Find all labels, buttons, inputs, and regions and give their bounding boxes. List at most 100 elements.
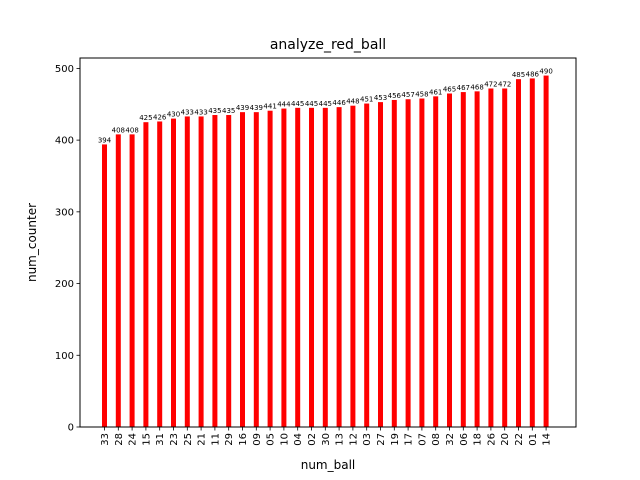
data-label-19: 456 [388, 92, 402, 100]
data-label-18: 468 [470, 83, 483, 91]
bar-23 [171, 118, 176, 427]
x-tick-label-01: 01 [528, 433, 539, 446]
x-tick-label-33: 33 [100, 433, 111, 446]
x-tick-label-13: 13 [335, 433, 346, 446]
bar-22 [516, 79, 521, 427]
data-label-08: 461 [429, 88, 442, 96]
bar-15 [143, 122, 149, 427]
y-tick-label-400: 400 [55, 136, 74, 147]
y-tick-label-200: 200 [55, 279, 74, 290]
x-tick-label-15: 15 [141, 433, 152, 446]
x-tick-label-05: 05 [266, 433, 277, 446]
data-label-17: 457 [401, 91, 414, 99]
data-label-11: 435 [208, 107, 221, 115]
x-tick-label-18: 18 [473, 433, 484, 446]
x-tick-label-21: 21 [197, 433, 208, 446]
x-tick-label-04: 04 [293, 433, 304, 446]
x-tick-label-17: 17 [404, 433, 415, 446]
bar-08 [433, 96, 439, 428]
bar-12 [350, 105, 356, 427]
x-tick-label-02: 02 [307, 433, 318, 446]
y-tick-label-100: 100 [55, 351, 74, 362]
bar-17 [405, 99, 411, 428]
bar-11 [212, 115, 218, 428]
data-label-07: 458 [415, 91, 428, 99]
data-label-25: 433 [181, 108, 194, 116]
y-tick-label-300: 300 [55, 207, 74, 218]
data-label-15: 425 [139, 114, 152, 122]
bar-16 [240, 112, 245, 428]
x-tick-label-03: 03 [362, 433, 373, 446]
y-axis-label: num_counter [25, 203, 39, 282]
x-axis-label: num_ball [301, 458, 356, 472]
y-tick-label-0: 0 [68, 423, 74, 434]
x-tick-label-25: 25 [183, 433, 194, 446]
bar-19 [391, 99, 397, 428]
x-tick-label-10: 10 [279, 433, 290, 446]
data-label-30: 445 [319, 100, 332, 108]
data-label-04: 445 [291, 100, 304, 108]
bar-18 [474, 91, 480, 427]
bar-30 [322, 107, 328, 427]
x-tick-label-08: 08 [431, 433, 442, 446]
bar-28 [115, 134, 121, 427]
data-label-10: 444 [277, 101, 291, 109]
x-tick-label-23: 23 [169, 433, 180, 446]
x-tick-label-29: 29 [224, 433, 235, 446]
data-label-14: 490 [539, 68, 552, 76]
data-label-33: 394 [98, 136, 112, 144]
data-label-09: 439 [250, 104, 263, 112]
bar-03 [364, 103, 370, 427]
data-label-22: 485 [512, 71, 525, 79]
bar-32 [447, 93, 452, 427]
bar-26 [488, 88, 494, 427]
data-label-06: 467 [457, 84, 470, 92]
x-tick-label-28: 28 [114, 433, 125, 446]
x-tick-label-31: 31 [155, 433, 166, 446]
bar-20 [502, 88, 508, 427]
bars-group [102, 75, 549, 428]
bar-09 [253, 112, 259, 428]
bar-31 [157, 121, 163, 427]
bar-04 [295, 107, 301, 427]
data-label-27: 453 [374, 94, 387, 102]
x-tick-label-24: 24 [128, 433, 139, 446]
bar-25 [184, 116, 190, 427]
data-label-05: 441 [263, 103, 276, 111]
bar-05 [267, 110, 273, 428]
x-tick-label-27: 27 [376, 433, 387, 446]
bar-24 [129, 134, 135, 427]
data-label-21: 433 [194, 108, 207, 116]
data-label-32: 465 [443, 86, 456, 94]
data-label-26: 472 [484, 80, 497, 88]
bar-10 [281, 108, 287, 427]
data-label-03: 451 [360, 96, 373, 104]
x-tick-label-06: 06 [459, 433, 470, 446]
data-label-29: 435 [222, 107, 235, 115]
data-label-23: 430 [167, 111, 180, 119]
data-label-12: 448 [346, 98, 359, 106]
bar-07 [419, 98, 425, 428]
data-label-16: 439 [236, 104, 249, 112]
chart-title: analyze_red_ball [270, 37, 386, 53]
bar-29 [226, 115, 232, 428]
y-tick-label-500: 500 [55, 64, 74, 75]
bar-01 [529, 78, 535, 427]
plot-frame [79, 57, 577, 428]
x-tick-label-32: 32 [445, 433, 456, 446]
x-tick-label-22: 22 [514, 433, 525, 446]
data-label-31: 426 [153, 113, 167, 121]
x-tick-label-16: 16 [238, 433, 249, 446]
x-axis-ticks: 33 28 24 15 31 23 25 21 11 29 16 09 05 10 04 02 30 13 12 03… [100, 427, 553, 446]
x-tick-label-14: 14 [542, 433, 553, 446]
data-label-02: 445 [305, 100, 318, 108]
bar-27 [378, 102, 383, 428]
bar-02 [309, 107, 314, 427]
y-axis-ticks: 0 100 200 300 400 500 [55, 64, 80, 434]
x-tick-label-12: 12 [348, 433, 359, 446]
x-tick-label-30: 30 [321, 433, 332, 446]
x-tick-label-11: 11 [210, 433, 221, 446]
x-tick-label-07: 07 [417, 433, 428, 446]
